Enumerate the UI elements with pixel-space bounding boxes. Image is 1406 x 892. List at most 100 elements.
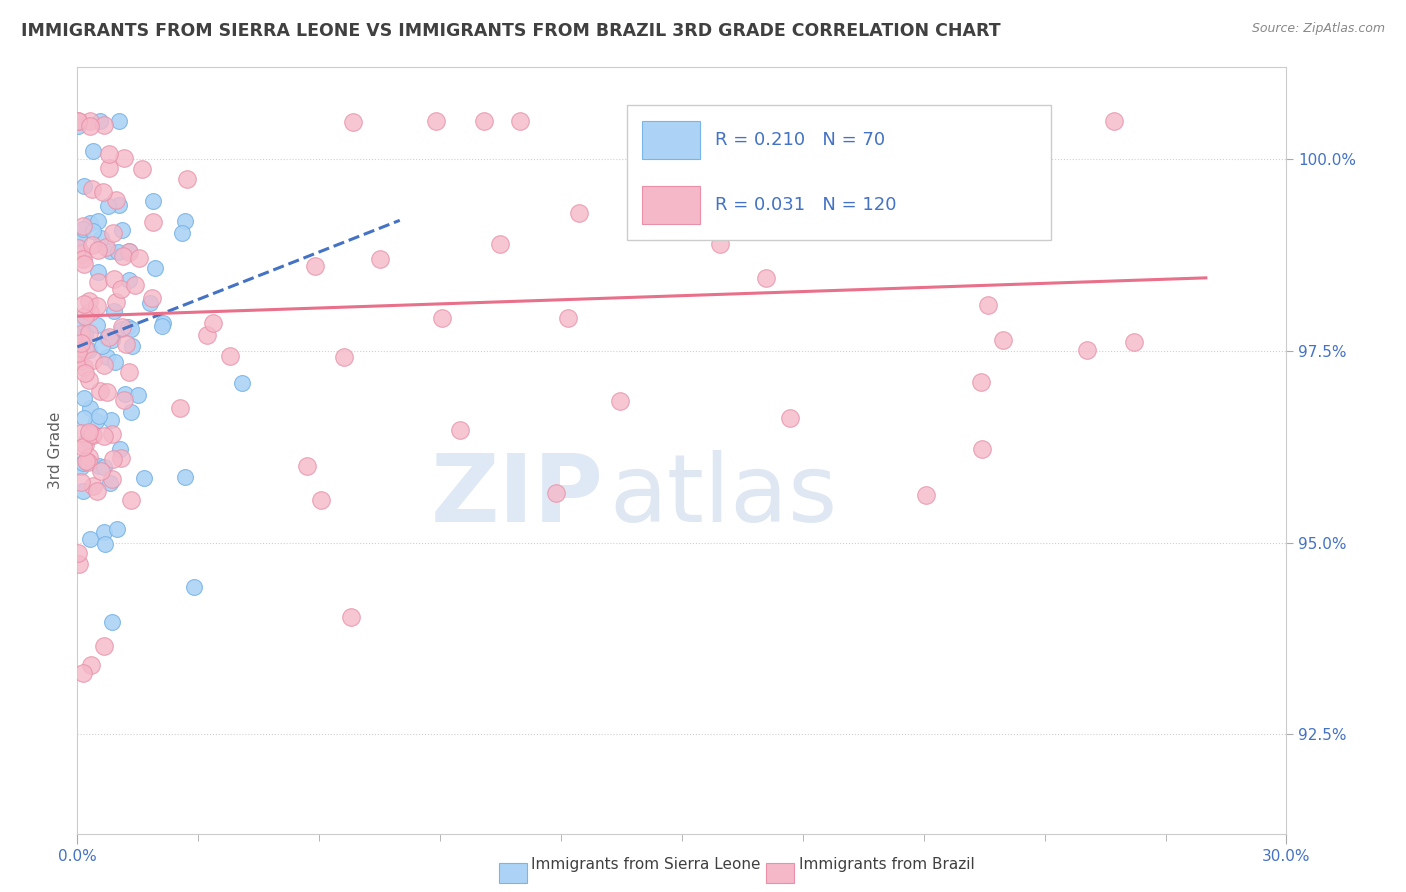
FancyBboxPatch shape [643, 120, 700, 159]
Point [84, 414, 107, 428]
Point [876, 186, 898, 200]
Point [86, 318, 108, 333]
Point [70, 315, 93, 329]
Point [121, 339, 143, 353]
FancyBboxPatch shape [627, 105, 1050, 240]
Point [70, 475, 93, 490]
Point [75, 454, 97, 468]
Point [67, 341, 90, 355]
Point [152, 316, 174, 330]
Point [110, 282, 132, 296]
Point [87, 275, 110, 289]
Point [568, 206, 591, 220]
Point [557, 311, 579, 326]
Point [973, 113, 995, 128]
Point [101, 426, 124, 441]
Point [115, 336, 138, 351]
Text: Source: ZipAtlas.com: Source: ZipAtlas.com [1251, 22, 1385, 36]
Point [77, 373, 100, 387]
Point [79, 305, 101, 319]
Point [82, 353, 104, 368]
Point [75, 326, 97, 341]
Point [609, 393, 631, 408]
Point [304, 259, 326, 273]
Point [108, 113, 131, 128]
Point [342, 115, 364, 129]
Point [73, 342, 96, 356]
Point [73, 310, 96, 324]
Point [128, 251, 150, 265]
Point [67, 120, 90, 134]
Y-axis label: 3rd Grade: 3rd Grade [48, 412, 63, 489]
Point [100, 615, 122, 629]
Point [449, 423, 471, 437]
Point [90, 231, 112, 245]
Point [67, 113, 90, 128]
Point [77, 454, 100, 468]
Point [79, 113, 101, 128]
Point [72, 483, 94, 498]
Point [425, 113, 447, 128]
Point [72, 252, 94, 267]
Point [73, 366, 96, 380]
Point [73, 297, 96, 311]
Point [127, 388, 149, 402]
Point [73, 257, 96, 271]
Point [1076, 343, 1098, 357]
Point [993, 333, 1015, 347]
Point [93, 428, 115, 442]
Point [118, 244, 141, 258]
Point [82, 145, 104, 159]
Point [103, 271, 125, 285]
Point [79, 401, 101, 416]
Point [107, 245, 129, 260]
Point [69, 245, 91, 260]
Point [111, 322, 134, 336]
Point [169, 401, 191, 416]
Point [174, 470, 197, 484]
Text: atlas: atlas [609, 450, 838, 542]
FancyBboxPatch shape [643, 186, 700, 224]
Point [110, 450, 132, 465]
Point [977, 298, 1000, 312]
Point [86, 243, 108, 257]
Point [112, 392, 135, 407]
Point [97, 199, 120, 213]
Point [118, 244, 141, 259]
Point [67, 113, 90, 128]
Point [67, 353, 90, 368]
Point [150, 319, 173, 334]
Point [67, 351, 90, 366]
Point [172, 226, 194, 240]
Point [77, 425, 100, 439]
Point [201, 316, 224, 330]
Point [69, 336, 91, 351]
Point [118, 273, 141, 287]
Point [100, 413, 122, 427]
Point [96, 331, 118, 345]
Point [120, 322, 142, 336]
Text: ZIP: ZIP [430, 450, 603, 542]
Point [1123, 335, 1146, 350]
Point [73, 360, 96, 375]
Point [82, 224, 104, 238]
Point [70, 326, 93, 341]
Point [67, 239, 90, 253]
Point [1000, 137, 1022, 152]
Point [100, 333, 122, 347]
Text: Immigrants from Sierra Leone: Immigrants from Sierra Leone [531, 857, 761, 872]
Point [111, 222, 134, 236]
Point [72, 665, 94, 680]
Point [73, 178, 96, 193]
Point [339, 610, 361, 624]
Point [231, 376, 253, 391]
Point [70, 247, 93, 261]
Point [1104, 113, 1126, 128]
Point [108, 442, 131, 457]
Point [141, 291, 163, 305]
Point [89, 458, 111, 473]
Point [103, 452, 125, 467]
Point [544, 486, 567, 500]
Text: R = 0.210   N = 70: R = 0.210 N = 70 [714, 131, 884, 149]
Point [86, 214, 108, 228]
